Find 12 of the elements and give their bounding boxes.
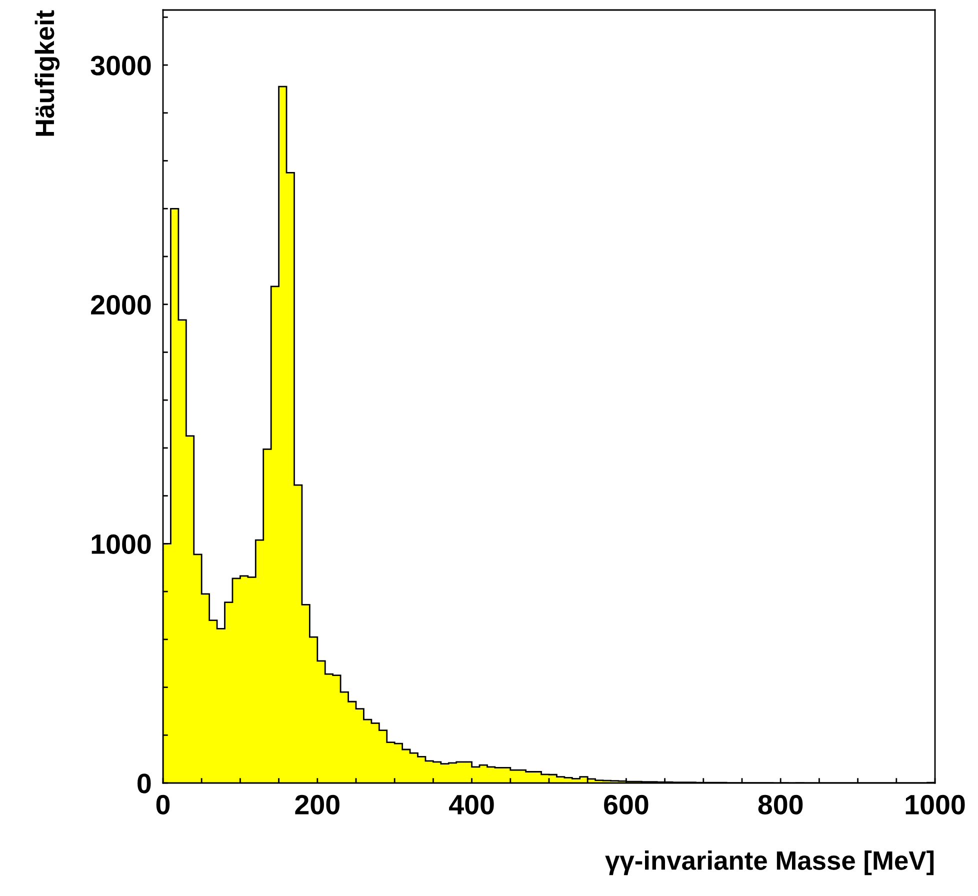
y-tick-label: 0 — [138, 774, 151, 794]
y-axis-title: Häufigkeit — [34, 10, 60, 136]
x-tick-label: 400 — [449, 794, 494, 815]
x-tick-label: 1000 — [906, 794, 965, 815]
x-tick-label: 800 — [758, 794, 803, 815]
y-tick-label: 2000 — [91, 295, 151, 315]
y-tick-label: 3000 — [90, 56, 151, 76]
y-tick-label: 1000 — [92, 534, 151, 554]
x-axis-title: γγ-invariante Masse [MeV] — [605, 850, 934, 876]
x-tick-label: 200 — [295, 794, 340, 815]
x-tick-label: 600 — [604, 794, 648, 815]
x-tick-label: 0 — [156, 794, 170, 815]
